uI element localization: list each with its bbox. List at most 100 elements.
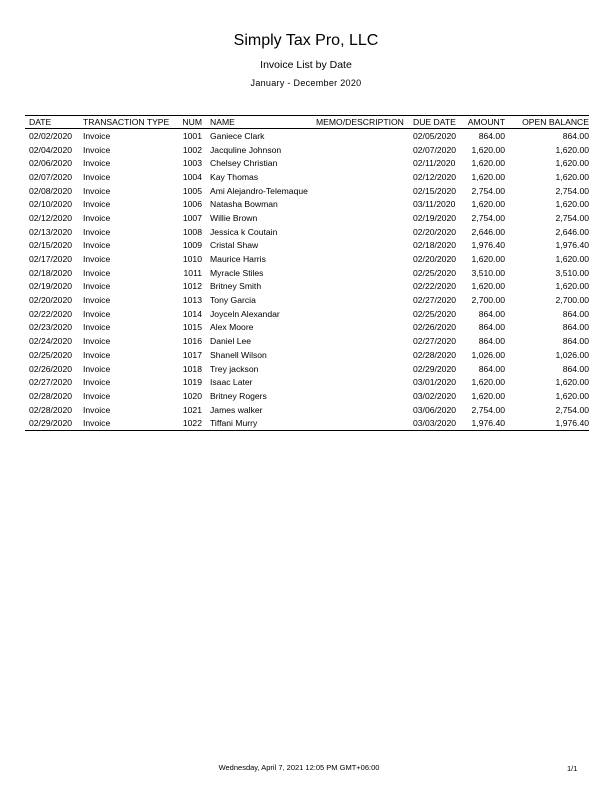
cell-date: 02/22/2020 [29,308,73,319]
cell-memo [316,403,413,417]
cell-transaction-type: Invoice [83,212,111,223]
cell-transaction-type: Invoice [83,404,111,415]
cell-memo [316,280,413,294]
cell-amount: 864.00 [478,322,505,333]
cell-transaction-type: Invoice [83,171,111,182]
cell-name: Alex Moore [210,322,254,333]
cell-open-balance: 2,754.00 [555,185,589,196]
cell-memo [316,170,413,184]
cell-date: 02/15/2020 [29,240,73,251]
table-row: 02/28/2020 Invoice 1021 James walker 03/06/2… [25,403,589,417]
cell-amount: 1,620.00 [471,377,505,388]
cell-open-balance: 2,646.00 [555,226,589,237]
cell-name: Kay Thomas [210,171,259,182]
cell-name: Britney Smith [210,281,262,292]
cell-memo [316,348,413,362]
cell-num: 1007 [182,212,202,223]
table-row: 02/10/2020 Invoice 1006 Natasha Bowman 03/11… [25,197,589,211]
cell-memo [316,239,413,253]
table-row: 02/15/2020 Invoice 1009 Cristal Shaw 02/18/2… [25,239,589,253]
cell-date: 02/08/2020 [29,185,73,196]
cell-transaction-type: Invoice [83,254,111,265]
cell-name: Myracle Stiles [210,267,264,278]
cell-memo [316,307,413,321]
cell-amount: 3,510.00 [471,267,505,278]
table-row: 02/20/2020 Invoice 1013 Tony Garcia 02/27/20… [25,293,589,307]
cell-amount: 1,976.40 [465,416,505,432]
table-row: 02/28/2020 Invoice 1020 Britney Rogers 03/02… [25,389,589,403]
cell-open-balance: 864.00 [562,308,589,319]
cell-memo [316,197,413,211]
cell-due-date: 03/03/2020 [413,416,465,432]
cell-amount: 864.00 [478,336,505,347]
cell-name: Jacquline Johnson [210,144,282,155]
cell-transaction-type: Invoice [83,349,111,360]
cell-amount: 2,646.00 [471,226,505,237]
cell-date: 02/12/2020 [29,212,73,223]
cell-date: 02/17/2020 [29,254,73,265]
cell-date: 02/07/2020 [29,171,73,182]
cell-amount: 1,620.00 [471,199,505,210]
cell-open-balance: 1,620.00 [555,144,589,155]
cell-date: 02/02/2020 [29,130,73,141]
cell-memo [316,334,413,348]
cell-name: Jessica k Coutain [210,226,278,237]
cell-memo [316,225,413,239]
cell-name: Ganiece Clark [210,130,265,141]
cell-transaction-type: Invoice [83,390,111,401]
cell-due-date: 02/29/2020 [413,363,457,374]
cell-memo [316,266,413,280]
cell-due-date: 02/15/2020 [413,185,457,196]
cell-transaction-type: Invoice [83,158,111,169]
cell-name: Trey jackson [210,363,259,374]
cell-date: 02/19/2020 [29,281,73,292]
cell-transaction-type: Invoice [83,226,111,237]
cell-memo [316,252,413,266]
cell-date: 02/23/2020 [29,322,73,333]
cell-due-date: 02/27/2020 [413,295,457,306]
column-header-date: DATE [25,115,83,129]
cell-amount: 1,620.00 [471,171,505,182]
cell-num: 1015 [182,322,202,333]
cell-amount: 1,620.00 [471,158,505,169]
cell-date: 02/28/2020 [29,390,73,401]
cell-num: 1009 [182,240,202,251]
cell-due-date: 02/28/2020 [413,349,457,360]
cell-num: 1001 [182,130,202,141]
column-header-amount: AMOUNT [465,115,505,129]
cell-num: 1019 [182,377,202,388]
cell-due-date: 02/11/2020 [413,158,456,169]
cell-open-balance: 1,620.00 [555,171,589,182]
cell-open-balance: 1,976.40 [505,416,589,432]
cell-num: 1018 [182,363,202,374]
column-header-due-date: DUE DATE [413,115,465,129]
cell-due-date: 02/25/2020 [413,267,457,278]
cell-due-date: 02/20/2020 [413,254,457,265]
cell-due-date: 02/22/2020 [413,281,457,292]
cell-name: Daniel Lee [210,336,252,347]
cell-memo [316,389,413,403]
cell-num: 1013 [182,295,202,306]
cell-amount: 2,700.00 [471,295,505,306]
cell-name: Tiffani Murry [202,416,316,432]
cell-transaction-type: Invoice [83,377,111,388]
cell-open-balance: 864.00 [562,130,589,141]
cell-name: Shanell Wilson [210,349,267,360]
cell-amount: 864.00 [478,130,505,141]
cell-due-date: 02/07/2020 [413,144,457,155]
cell-name: Natasha Bowman [210,199,278,210]
table-row: 02/13/2020 Invoice 1008 Jessica k Coutain 02… [25,225,589,239]
cell-date: 02/10/2020 [29,199,73,210]
table-row: 02/26/2020 Invoice 1018 Trey jackson 02/29/2… [25,362,589,376]
table-header-row: DATE TRANSACTION TYPE NUM NAME MEMO/DESCRIPT… [25,115,589,129]
cell-due-date: 02/12/2020 [413,171,457,182]
cell-date: 02/27/2020 [29,377,73,388]
cell-memo [316,321,413,335]
cell-open-balance: 1,026.00 [555,349,589,360]
table-row: 02/24/2020 Invoice 1016 Daniel Lee 02/27/202… [25,334,589,348]
cell-date: 02/25/2020 [29,349,73,360]
cell-transaction-type: Invoice [83,240,111,251]
cell-due-date: 02/25/2020 [413,308,457,319]
cell-open-balance: 864.00 [562,363,589,374]
cell-name: Chelsey Christian [210,158,278,169]
